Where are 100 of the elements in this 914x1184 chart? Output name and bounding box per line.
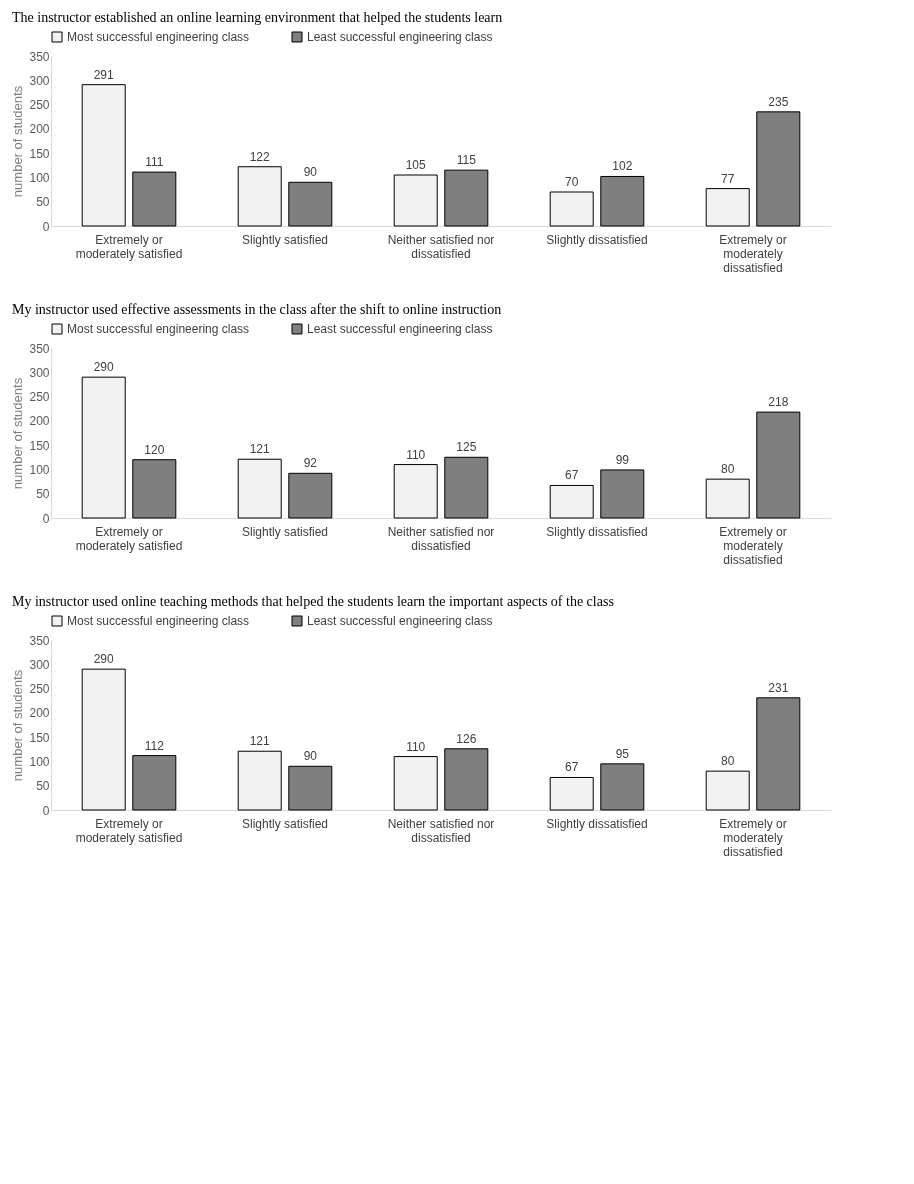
- y-tick-label: 250: [29, 98, 50, 113]
- legend-label: Most successful engineering class: [67, 614, 250, 628]
- x-tick-label: Extremely or moderately satisfied: [75, 232, 183, 261]
- x-tick-label: Slightly dissatisfied: [546, 524, 648, 539]
- bar: [600, 175, 645, 227]
- y-tick-label: 150: [29, 438, 50, 453]
- bar: [81, 376, 126, 519]
- data-label: 90: [303, 165, 318, 180]
- x-tick-label: Slightly satisfied: [241, 524, 329, 539]
- y-tick-label: 300: [29, 73, 50, 88]
- bar: [81, 84, 126, 227]
- x-tick-label: Slightly dissatisfied: [546, 816, 648, 831]
- x-tick-label: Extremely or moderately dissatisfied: [719, 232, 787, 275]
- data-label: 112: [144, 738, 165, 753]
- data-label: 70: [565, 175, 579, 189]
- y-tick-label: 100: [29, 754, 50, 769]
- chart-title: My instructor used online teaching methods that helped the students learn the important aspects of the class: [11, 594, 614, 609]
- data-label: 77: [721, 171, 735, 186]
- y-tick-label: 0: [42, 511, 50, 526]
- bar: [393, 756, 438, 811]
- data-label: 92: [303, 456, 318, 471]
- bar: [705, 770, 750, 811]
- data-label: 67: [565, 468, 579, 483]
- x-tick-label: Extremely or moderately dissatisfied: [719, 816, 787, 859]
- data-label: 99: [615, 452, 630, 467]
- bar: [756, 111, 801, 227]
- y-tick-label: 100: [29, 462, 50, 477]
- data-label: 105: [405, 158, 427, 172]
- x-tick-label: Slightly satisfied: [241, 232, 329, 247]
- x-tick-label: Neither satisfied nor dissatisfied: [387, 524, 495, 553]
- y-tick-label: 350: [29, 633, 50, 648]
- chart-title: The instructor established an online learning environment that helped the students learn: [11, 10, 503, 25]
- data-label: 121: [249, 734, 271, 749]
- bar: [237, 750, 282, 811]
- y-tick-label: 200: [29, 122, 50, 137]
- x-tick-label: Extremely or moderately satisfied: [75, 816, 183, 845]
- data-label: 80: [721, 754, 735, 769]
- y-tick-label: 100: [29, 170, 50, 185]
- x-tick-label: Neither satisfied nor dissatisfied: [387, 816, 495, 845]
- bar: [444, 748, 489, 811]
- legend-label: Most successful engineering class: [67, 322, 250, 336]
- data-label: 80: [721, 462, 735, 477]
- bar: [81, 668, 126, 811]
- y-tick-label: 150: [29, 730, 50, 745]
- y-tick-label: 150: [29, 146, 50, 161]
- y-tick-label: 250: [29, 390, 50, 405]
- bar: [444, 169, 489, 227]
- x-tick-label: Neither satisfied nor dissatisfied: [387, 232, 495, 261]
- bar: [600, 469, 645, 519]
- data-label: 95: [615, 746, 630, 761]
- bar: [549, 484, 594, 519]
- y-tick-label: 200: [29, 414, 50, 429]
- y-tick-label: 200: [29, 706, 50, 721]
- y-tick-label: 300: [29, 657, 50, 672]
- y-axis-title: number of students: [10, 377, 26, 490]
- x-tick-label: Extremely or moderately dissatisfied: [719, 524, 787, 567]
- bar: [288, 765, 333, 811]
- data-label: 110: [406, 739, 426, 754]
- bar: [132, 755, 177, 811]
- data-label: 291: [93, 67, 115, 82]
- bar: [393, 464, 438, 519]
- bar: [444, 456, 489, 519]
- bar: [132, 459, 177, 519]
- data-label: 290: [93, 360, 115, 375]
- bar: [393, 174, 438, 227]
- legend-label: Least successful engineering class: [307, 614, 493, 628]
- y-axis-title: number of students: [10, 85, 26, 198]
- legend-label: Most successful engineering class: [67, 30, 250, 44]
- data-label: 120: [144, 442, 165, 457]
- y-tick-label: 50: [36, 195, 50, 210]
- data-label: 125: [456, 440, 477, 455]
- data-label: 122: [249, 149, 271, 164]
- data-label: 126: [456, 731, 477, 746]
- data-label: 218: [768, 395, 789, 410]
- data-label: 90: [303, 749, 318, 764]
- bar: [288, 472, 333, 519]
- data-label: 121: [249, 442, 271, 457]
- bar: [705, 478, 750, 519]
- data-label: 110: [406, 447, 426, 462]
- y-axis-title: number of students: [10, 669, 26, 782]
- legend-label: Least successful engineering class: [307, 30, 493, 44]
- x-tick-label: Slightly dissatisfied: [546, 232, 648, 247]
- bar: [132, 171, 177, 227]
- y-tick-label: 300: [29, 365, 50, 380]
- x-tick-label: Extremely or moderately satisfied: [75, 524, 183, 553]
- bar: [756, 411, 801, 519]
- y-tick-label: 250: [29, 682, 50, 697]
- y-tick-label: 0: [42, 219, 50, 234]
- data-label: 290: [93, 652, 115, 667]
- data-label: 111: [145, 155, 164, 170]
- data-label: 67: [565, 760, 579, 775]
- y-tick-label: 50: [36, 487, 50, 502]
- data-label: 231: [768, 680, 789, 695]
- y-tick-label: 0: [42, 803, 50, 818]
- bar: [600, 763, 645, 811]
- bar: [756, 697, 801, 811]
- bar: [705, 188, 750, 227]
- y-tick-label: 350: [29, 49, 50, 64]
- legend-label: Least successful engineering class: [307, 322, 493, 336]
- x-tick-label: Slightly satisfied: [241, 816, 329, 831]
